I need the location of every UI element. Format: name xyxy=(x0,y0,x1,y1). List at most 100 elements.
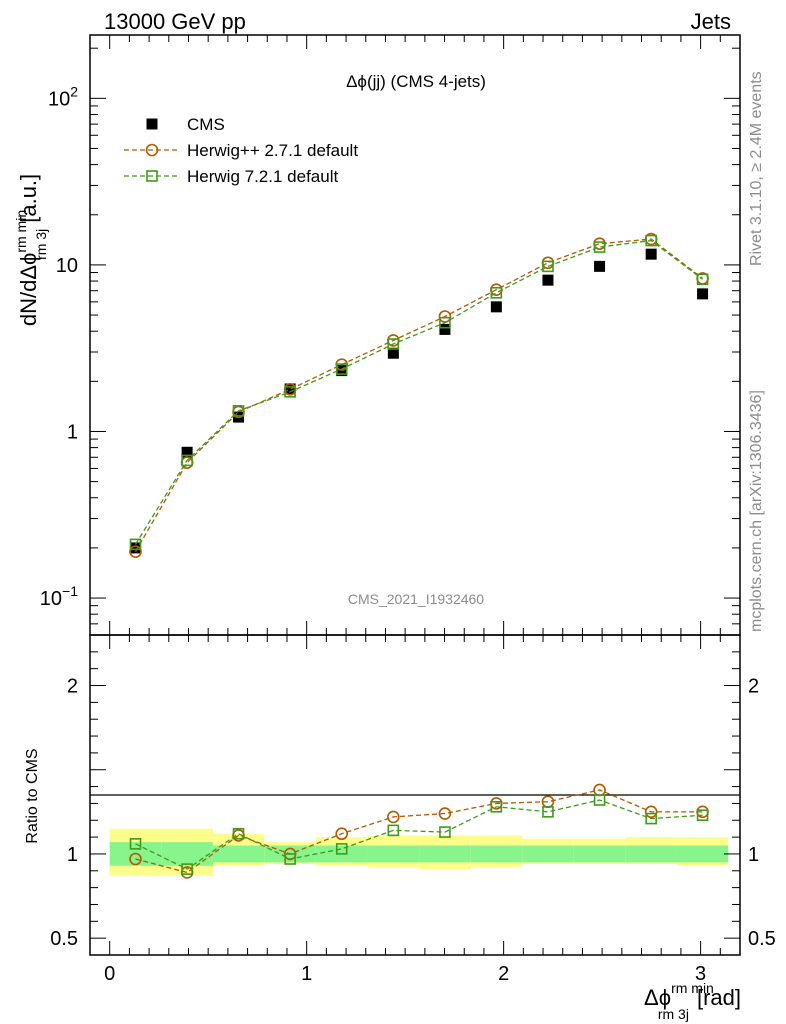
main-panel: Δϕ(jj) (CMS 4-jets) CMS_2021_I1932460 10… xyxy=(13,34,741,636)
ratio-data-point xyxy=(490,800,503,813)
ratio-band-inner xyxy=(212,845,265,863)
ratio-y-tick-labels: 0.5 0.5 1 1 2 2 xyxy=(50,676,776,951)
main-data-point xyxy=(542,274,554,286)
main-data-point xyxy=(181,446,193,458)
ratio-band-inner xyxy=(573,845,626,863)
main-data-point xyxy=(387,338,400,350)
ratio-data-point xyxy=(696,809,709,822)
ylabel-main: dN/dΔϕ xyxy=(16,253,41,327)
main-data-point xyxy=(181,454,193,467)
ratio-data-point xyxy=(439,826,451,838)
main-y-tick-label: 10 xyxy=(56,255,78,277)
ratio-data-point xyxy=(335,827,349,841)
ratio-panel: 0.5 0.5 1 1 2 2 0 1 2 3 Ratio to CMS Δϕrm min rm … xyxy=(24,634,776,1022)
ratio-series-line xyxy=(135,799,703,870)
ylabel-sup: rm min xyxy=(13,210,29,253)
ratio-band-inner xyxy=(625,845,677,863)
watermark: CMS_2021_I1932460 xyxy=(348,591,484,607)
main-data-point xyxy=(387,347,399,359)
ratio-data-point xyxy=(129,838,142,850)
ylabel-sub: rm 3j xyxy=(33,229,49,260)
main-y-tick-label: 1 xyxy=(67,421,78,443)
ratio-series-line xyxy=(135,789,703,874)
main-y-tick-label: 10−1 xyxy=(40,583,78,610)
main-data-point xyxy=(130,542,141,554)
ratio-data-point xyxy=(593,794,606,806)
main-data-point xyxy=(593,241,606,253)
main-data-point xyxy=(541,256,555,270)
legend-marker xyxy=(146,118,158,130)
header-left: 13000 GeV pp xyxy=(104,9,246,34)
main-data-point xyxy=(490,301,502,313)
ratio-data-point xyxy=(232,827,245,840)
rivet-label: Rivet 3.1.10, ≥ 2.4M events xyxy=(748,71,765,266)
xlabel-unit: [rad] xyxy=(697,985,741,1010)
ratio-y-tick-label-right: 0.5 xyxy=(748,928,776,950)
ratio-y-tick-label: 1 xyxy=(67,844,78,866)
ratio-data-point xyxy=(645,812,657,825)
main-data-point xyxy=(645,234,657,247)
ratio-y-tick-label-right: 2 xyxy=(748,676,759,698)
x-tick-label: 3 xyxy=(695,963,706,985)
ratio-y-tick-label-right: 1 xyxy=(748,844,759,866)
ylabel-unit: [a.u.] xyxy=(16,174,41,223)
main-data-point xyxy=(439,323,451,335)
main-data-point xyxy=(284,386,296,398)
x-tick-labels: 0 1 2 3 xyxy=(104,963,706,985)
ratio-frame xyxy=(89,634,741,956)
x-tick-label: 1 xyxy=(301,963,312,985)
x-tick-label: 2 xyxy=(498,963,509,985)
main-data-point xyxy=(335,363,348,375)
legend: CMS Herwig++ 2.7.1 default Herwig 7.2.1 de… xyxy=(124,115,358,186)
main-data-point xyxy=(284,383,296,395)
main-data-point xyxy=(129,538,142,551)
ratio-data-point xyxy=(284,853,296,865)
ratio-y-axis-label: Ratio to CMS xyxy=(24,748,41,843)
ratio-band-inner xyxy=(419,845,471,863)
ratio-data-point xyxy=(335,843,348,855)
main-title: Δϕ(jj) (CMS 4-jets) xyxy=(346,72,486,91)
xlabel-main: Δϕ xyxy=(644,985,671,1010)
ratio-data-point xyxy=(542,806,554,818)
main-y-axis-label: dN/dΔϕrm min rm 3j [a.u.] xyxy=(13,174,49,326)
main-data-point xyxy=(129,545,142,558)
ratio-data-point xyxy=(387,824,400,837)
x-tick-label: 0 xyxy=(104,963,115,985)
main-data-point xyxy=(697,288,709,300)
ratio-data-point xyxy=(387,810,400,824)
main-data-point xyxy=(594,260,606,272)
xlabel-sup: rm min xyxy=(671,980,714,996)
main-data-series xyxy=(129,232,709,558)
main-data-point xyxy=(542,260,554,273)
ratio-data-point xyxy=(438,807,452,820)
ratio-y-tick-label: 2 xyxy=(67,676,78,698)
main-data-point xyxy=(490,287,503,299)
ratio-band-inner xyxy=(161,842,213,866)
ratio-uncertainty-bands xyxy=(109,828,729,876)
legend-label: Herwig 7.2.1 default xyxy=(187,167,338,186)
ratio-data-series xyxy=(129,783,709,879)
ratio-band-inner xyxy=(522,845,574,863)
ratio-axis-ticks xyxy=(90,635,740,955)
main-data-point xyxy=(696,273,709,286)
ratio-band-inner xyxy=(367,845,420,863)
main-data-point xyxy=(645,248,657,260)
main-axis-ticks xyxy=(90,35,740,636)
mcplots-label: mcplots.cern.ch [arXiv:1306.3436] xyxy=(748,390,765,632)
ratio-band-inner xyxy=(676,845,729,863)
ratio-band-inner xyxy=(470,845,523,863)
ratio-data-point xyxy=(644,805,658,819)
main-series-line xyxy=(134,239,703,545)
ratio-data-point xyxy=(181,863,193,875)
x-axis-label: Δϕrm min rm 3j [rad] xyxy=(644,980,741,1022)
main-data-point xyxy=(439,316,451,329)
main-y-tick-label: 102 xyxy=(48,83,78,110)
legend-label: CMS xyxy=(187,115,225,134)
legend-marker xyxy=(146,170,158,182)
header-right: Jets xyxy=(691,9,731,34)
main-data-point xyxy=(232,405,245,417)
xlabel-sub: rm 3j xyxy=(658,1006,689,1022)
legend-label: Herwig++ 2.7.1 default xyxy=(187,141,358,160)
